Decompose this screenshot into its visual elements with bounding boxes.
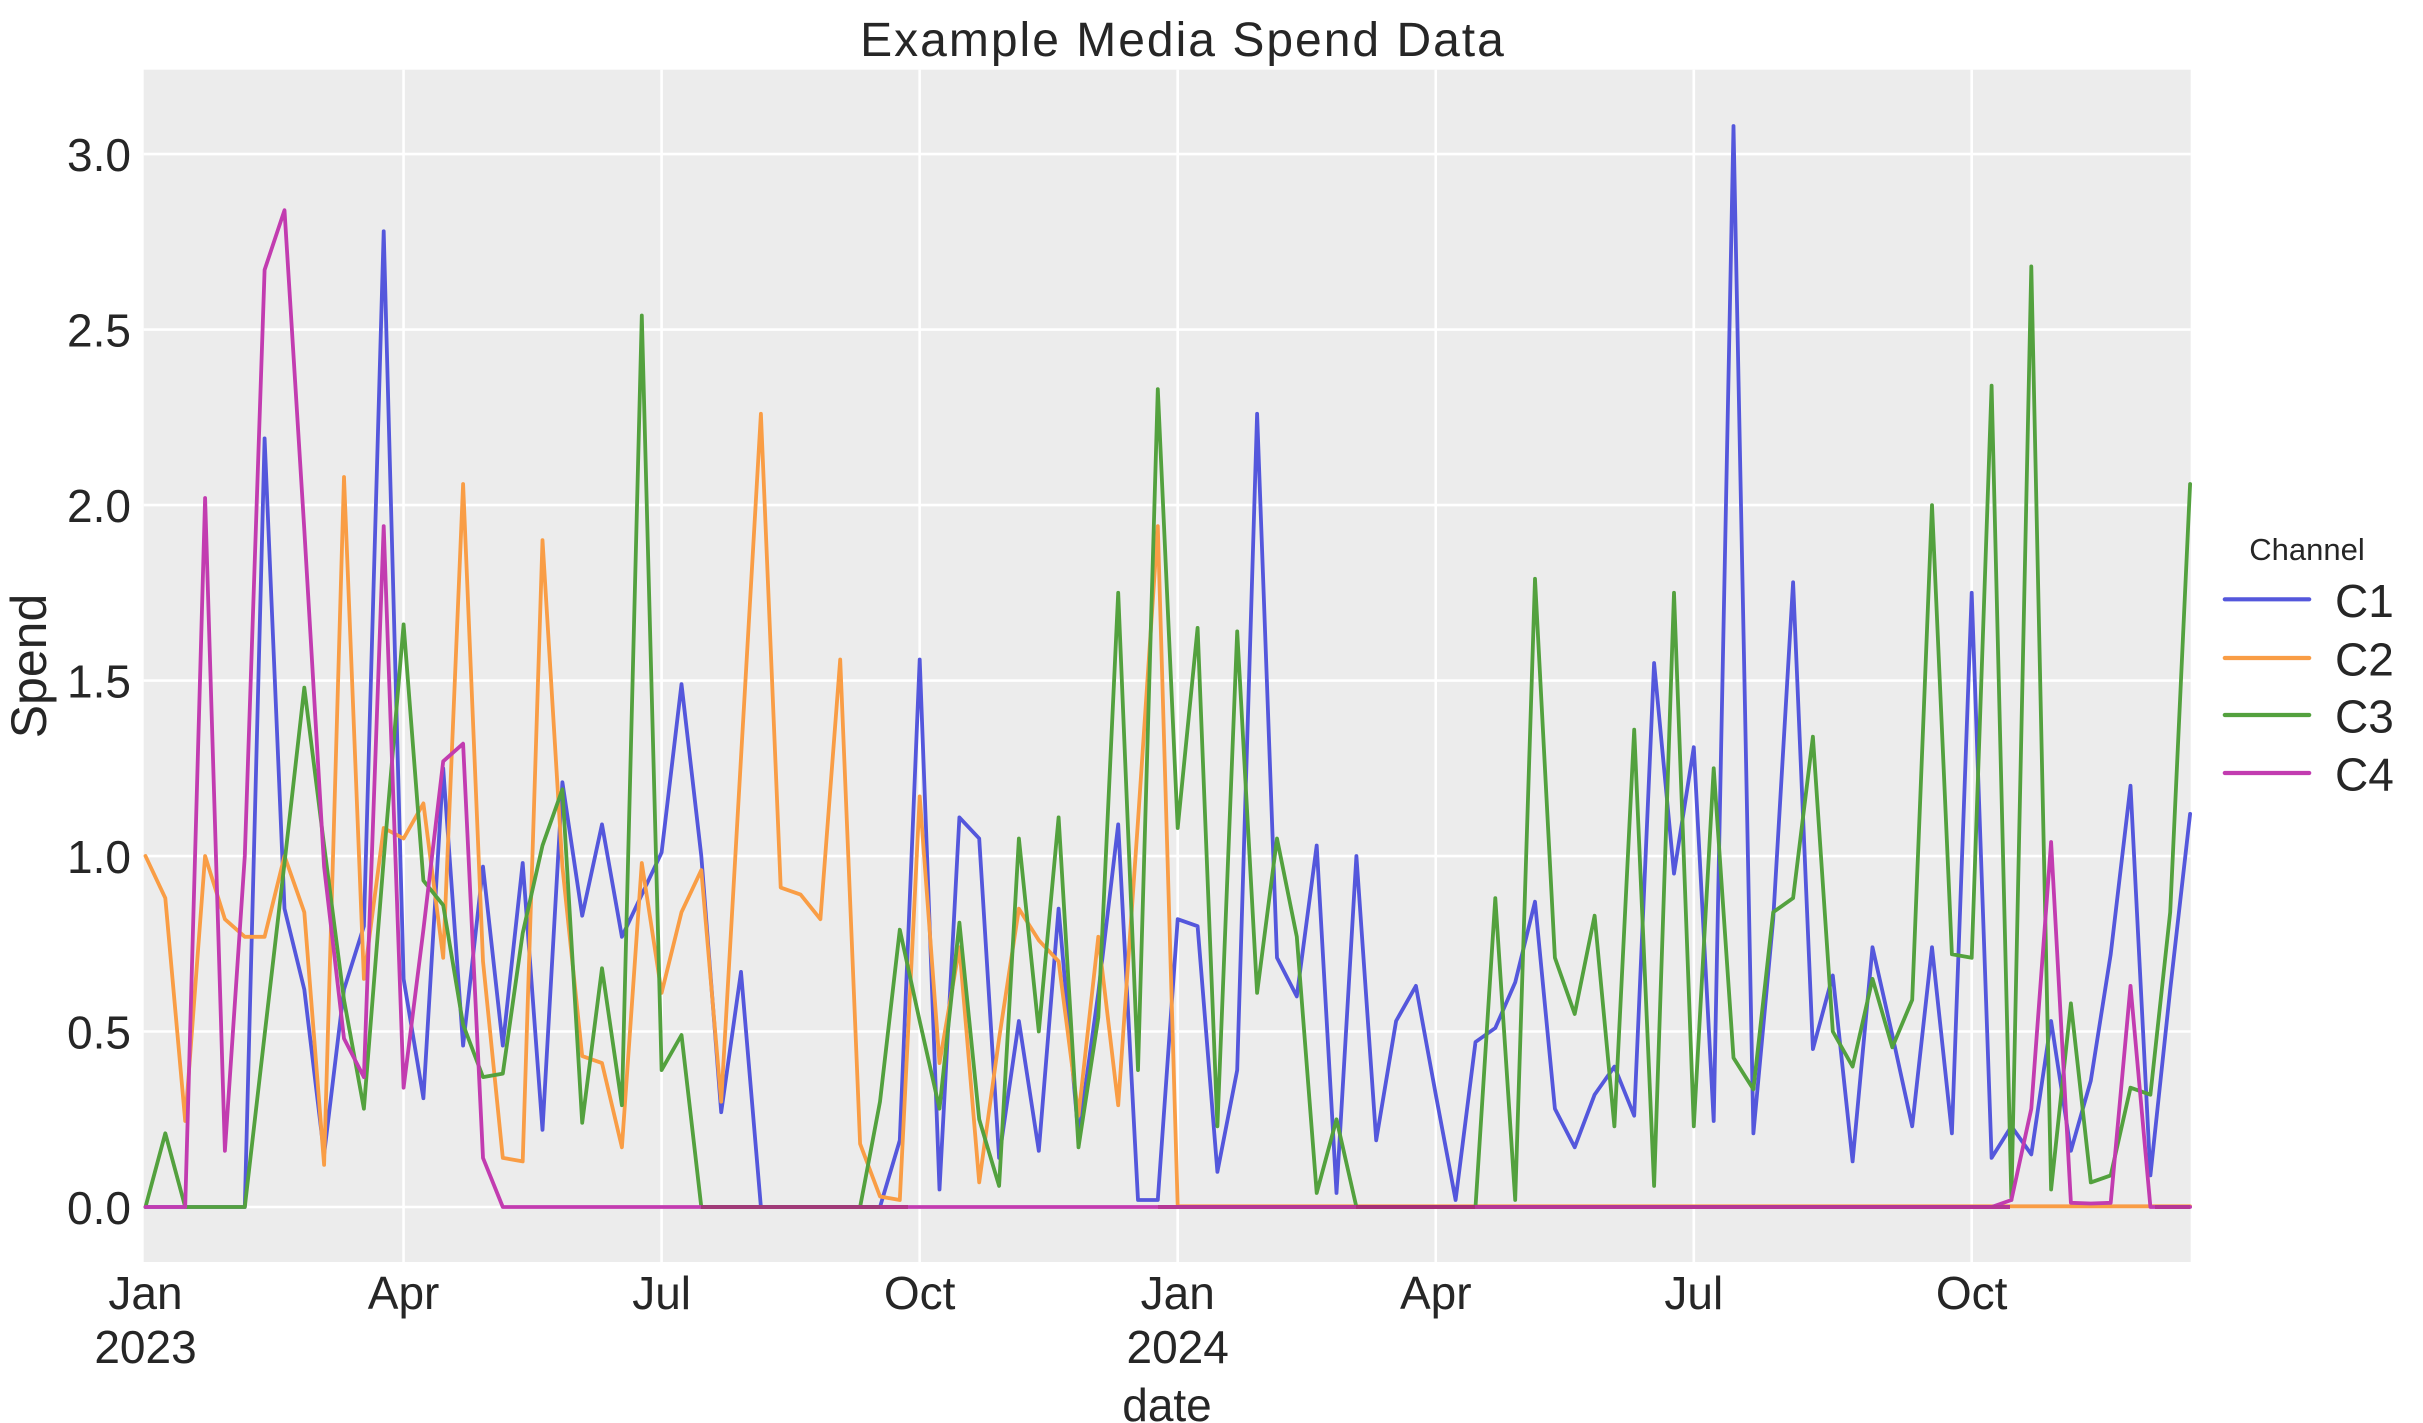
svg-text:Example Media Spend Data: Example Media Spend Data	[860, 14, 1506, 67]
svg-text:Jul: Jul	[1664, 1267, 1723, 1319]
svg-text:2023: 2023	[94, 1321, 196, 1373]
svg-text:2024: 2024	[1127, 1321, 1229, 1373]
svg-text:Jul: Jul	[632, 1267, 691, 1319]
svg-text:Apr: Apr	[368, 1267, 440, 1319]
svg-text:C1: C1	[2335, 575, 2394, 627]
svg-text:C2: C2	[2335, 634, 2394, 686]
svg-text:0.0: 0.0	[67, 1182, 131, 1234]
svg-text:C4: C4	[2335, 749, 2394, 801]
svg-text:Oct: Oct	[884, 1267, 956, 1319]
svg-text:0.5: 0.5	[67, 1007, 131, 1059]
svg-text:2.0: 2.0	[67, 480, 131, 532]
svg-text:1.5: 1.5	[67, 656, 131, 708]
svg-text:C3: C3	[2335, 691, 2394, 743]
svg-text:date: date	[1122, 1379, 1212, 1423]
svg-text:Jan: Jan	[1141, 1267, 1215, 1319]
svg-text:Apr: Apr	[1400, 1267, 1472, 1319]
svg-text:Jan: Jan	[108, 1267, 182, 1319]
svg-text:3.0: 3.0	[67, 129, 131, 181]
svg-text:Channel: Channel	[2249, 532, 2364, 567]
svg-text:Oct: Oct	[1936, 1267, 2008, 1319]
svg-text:Spend: Spend	[1, 594, 57, 739]
svg-text:1.0: 1.0	[67, 831, 131, 883]
svg-text:2.5: 2.5	[67, 305, 131, 357]
